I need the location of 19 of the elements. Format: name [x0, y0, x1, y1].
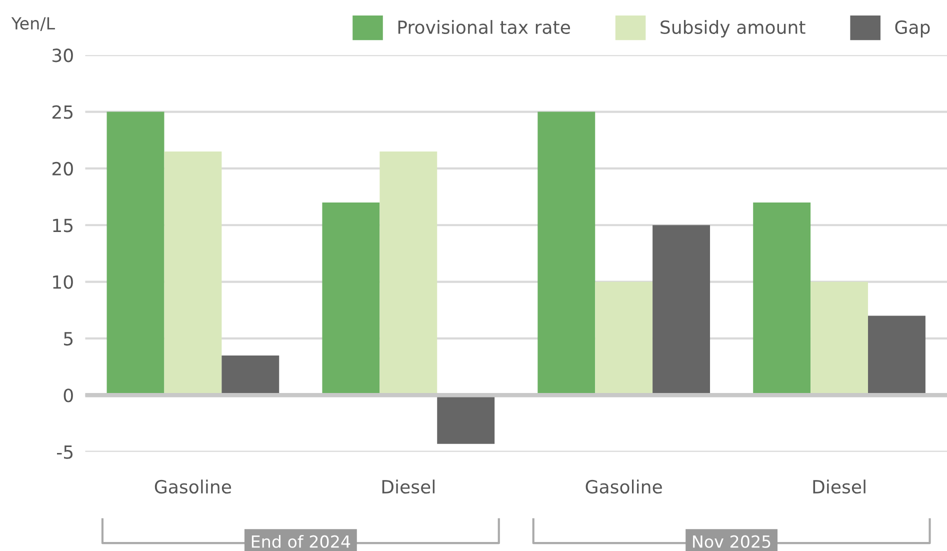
y-tick-label: 20: [52, 162, 73, 176]
y-tick-label: 5: [64, 332, 73, 346]
legend-label: Provisional tax rate: [398, 20, 570, 34]
x-tick-label: Gasoline: [154, 480, 232, 494]
text: End of 2024: [252, 535, 350, 548]
legend-label: Subsidy amount: [660, 20, 806, 38]
text: Nov 2025: [693, 535, 770, 548]
y-tick-label: 25: [52, 105, 73, 119]
legend-label: Gap: [895, 20, 930, 38]
y-tick-label: 30: [52, 48, 73, 62]
x-tick-label: Diesel: [813, 480, 866, 494]
y-axis-title: Yen/L: [11, 17, 55, 31]
y-tick-label: 10: [53, 275, 73, 289]
y-tick-label: 0: [64, 388, 73, 402]
y-tick-label: -5: [57, 446, 73, 459]
y-tick-label: 15: [53, 218, 73, 232]
x-tick-label: Diesel: [382, 480, 434, 494]
x-tick-label: Gasoline: [586, 480, 662, 494]
bar: [437, 395, 495, 444]
